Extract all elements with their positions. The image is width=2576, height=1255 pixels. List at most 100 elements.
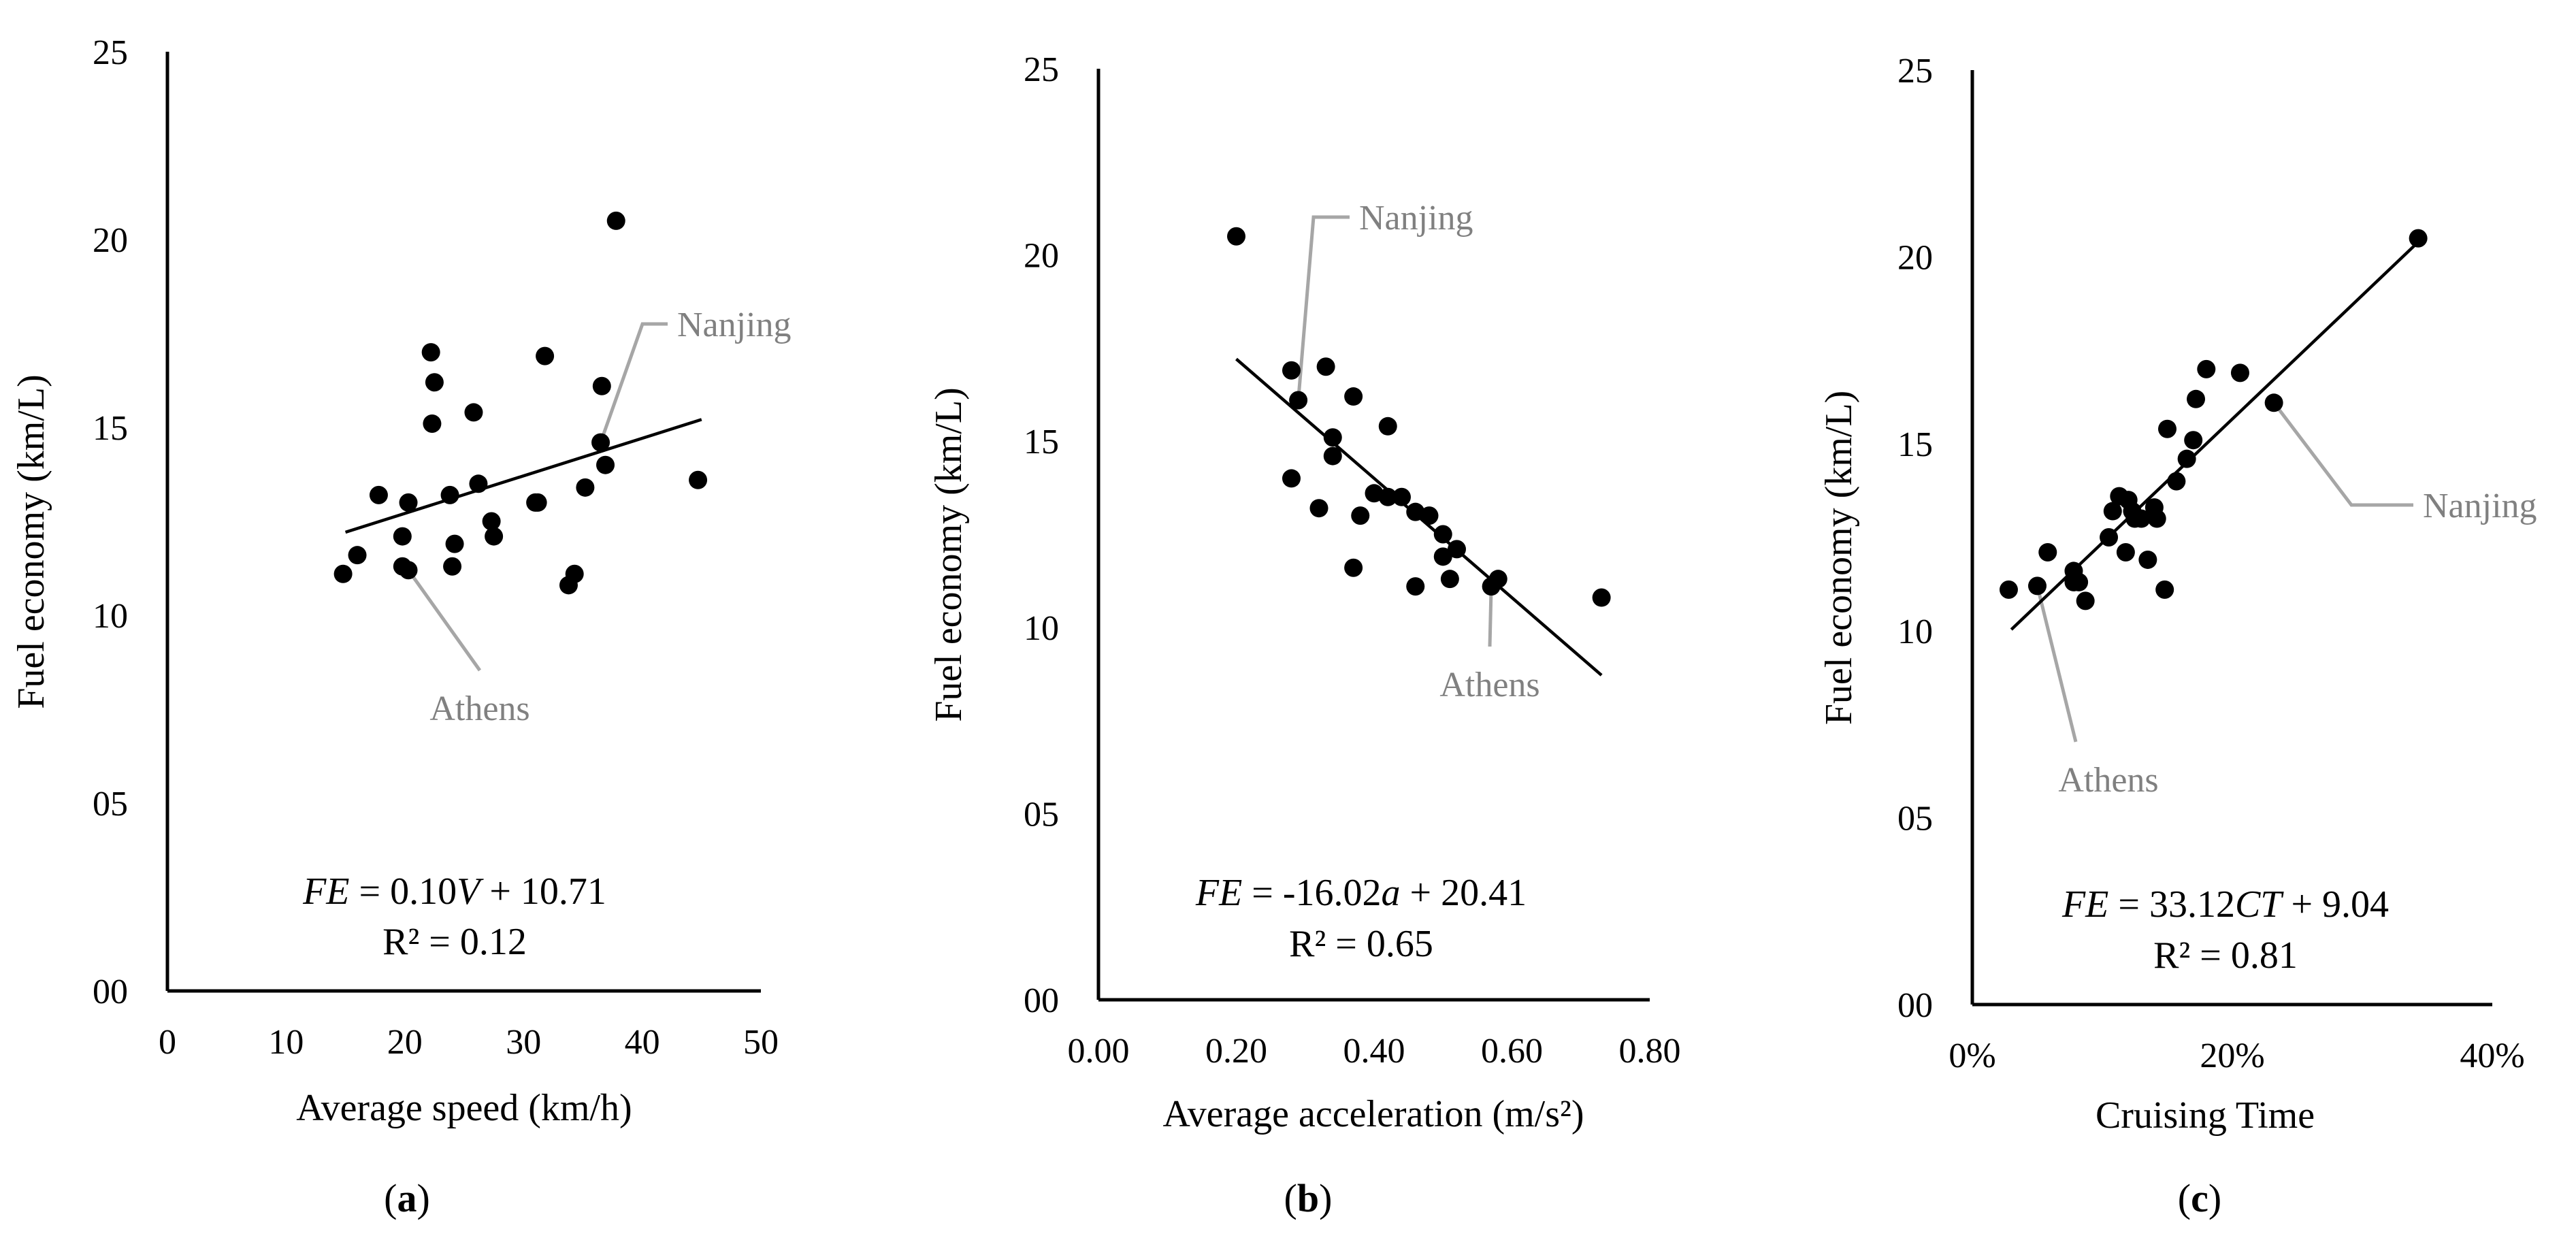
regression-equation: FE = 33.12CT + 9.04 (2061, 883, 2389, 926)
equation-mid: = 33.12 (2108, 883, 2235, 926)
data-point (2264, 393, 2283, 412)
x-tick-label: 30 (506, 1023, 541, 1062)
data-point (1433, 547, 1452, 566)
data-point (469, 474, 488, 493)
equation-var: a (1382, 872, 1401, 914)
x-tick-label: 0 (159, 1023, 176, 1062)
data-point (2184, 431, 2203, 450)
regression-equation: FE = -16.02a + 20.41 (1195, 872, 1527, 914)
data-point (1365, 484, 1384, 503)
data-point (333, 564, 353, 583)
data-point (2070, 572, 2089, 591)
data-point (399, 561, 418, 580)
equation-lhs: FE (302, 870, 349, 913)
equation-mid: = 0.10 (350, 870, 457, 913)
data-point (348, 546, 367, 565)
callout-leader-line (2036, 585, 2078, 743)
data-point (1344, 558, 1363, 577)
callout-leader-line (1297, 215, 1350, 401)
data-point (1351, 506, 1370, 525)
y-tick-label: 05 (1024, 795, 1059, 834)
data-point (576, 478, 595, 497)
callout-leader-line (2272, 402, 2413, 507)
panel-label-letter: c (2191, 1176, 2208, 1220)
panel-label-close-paren: ) (2208, 1176, 2221, 1220)
panel-a-chart: 00 05 10 15 20 25 0 10 20 30 40 50 Average speed (km… (10, 33, 792, 1220)
data-point (2230, 363, 2249, 382)
data-point (1309, 499, 1328, 518)
data-point (2167, 472, 2186, 491)
equation-lhs: FE (2061, 883, 2108, 926)
data-point (1406, 577, 1425, 596)
data-point (565, 564, 584, 583)
data-point (1406, 502, 1425, 521)
trendline (344, 418, 702, 534)
r-squared: R² = 0.12 (382, 921, 527, 963)
panel-label: (b) (1284, 1176, 1333, 1220)
callout-leader-line (406, 569, 482, 672)
callout-label-nanjing: Nanjing (1359, 199, 1473, 238)
data-point (425, 373, 444, 392)
data-point (592, 376, 611, 395)
data-point (1344, 387, 1363, 406)
data-point (1378, 487, 1397, 506)
panel-b-chart: 00 05 10 15 20 25 0.00 0.20 0.40 0.60 0.80 Average … (928, 50, 1681, 1220)
data-point (1378, 417, 1397, 436)
panel-label-open-paren: ( (1284, 1176, 1297, 1220)
data-point (2155, 580, 2174, 599)
data-point (399, 493, 418, 512)
y-tick-label: 00 (1024, 981, 1059, 1020)
callout-label-athens: Athens (1439, 666, 1539, 704)
regression-equation: FE = 0.10V + 10.71 (302, 870, 606, 913)
y-axis-title: Fuel economy (km/L) (1818, 391, 1860, 725)
callout-label-nanjing: Nanjing (2423, 487, 2537, 525)
y-tick-label: 20 (1024, 237, 1059, 276)
data-point (2147, 509, 2166, 528)
x-tick-label: 40 (625, 1023, 660, 1062)
equation-var: CT (2235, 883, 2284, 926)
data-point (440, 485, 459, 504)
data-point (2197, 359, 2216, 378)
panel-c-chart: 00 05 10 15 20 25 0% 20% 40% Cruising Time Fuel ec… (1818, 52, 2537, 1220)
y-tick-label: 25 (93, 33, 128, 72)
data-point (528, 493, 547, 512)
x-tick-label: 0.60 (1481, 1032, 1543, 1071)
x-tick-label: 0.40 (1343, 1032, 1405, 1071)
data-point (536, 346, 555, 365)
equation-rhs: + 10.71 (480, 870, 606, 913)
data-point (1420, 506, 1439, 525)
data-point (2132, 509, 2151, 528)
r-squared: R² = 0.81 (2153, 934, 2298, 977)
equation-mid: = -16.02 (1242, 872, 1381, 914)
x-tick-label: 50 (743, 1023, 779, 1062)
data-point (1323, 446, 1342, 466)
y-tick-label: 00 (1897, 986, 1933, 1025)
x-tick-label: 20% (2200, 1037, 2264, 1075)
data-point (2103, 502, 2122, 521)
y-axis-title: Fuel economy (km/L) (10, 374, 52, 708)
y-tick-label: 00 (93, 973, 128, 1011)
r-squared: R² = 0.65 (1289, 923, 1433, 965)
data-point (1448, 540, 1466, 559)
callout-label-nanjing: Nanjing (677, 306, 792, 344)
panel-label-letter: a (397, 1176, 417, 1220)
x-tick-label: 0.00 (1068, 1032, 1130, 1071)
callout-leader-line (1488, 586, 1493, 647)
y-tick-label: 10 (1897, 613, 1933, 651)
data-point (1282, 361, 1301, 380)
callout-label-athens: Athens (429, 689, 529, 728)
panel-label-open-paren: ( (2178, 1176, 2191, 1220)
data-point (2187, 389, 2206, 408)
data-point (464, 403, 483, 422)
data-point (421, 343, 440, 362)
y-tick-label: 10 (1024, 609, 1059, 648)
panel-label: (a) (384, 1176, 430, 1220)
y-tick-label: 10 (93, 597, 128, 636)
data-point (689, 470, 708, 489)
y-tick-label: 20 (1897, 239, 1933, 278)
data-point (423, 414, 442, 433)
panel-label: (c) (2178, 1176, 2221, 1220)
y-axis-title: Fuel economy (km/L) (928, 387, 970, 721)
data-point (2038, 542, 2057, 561)
